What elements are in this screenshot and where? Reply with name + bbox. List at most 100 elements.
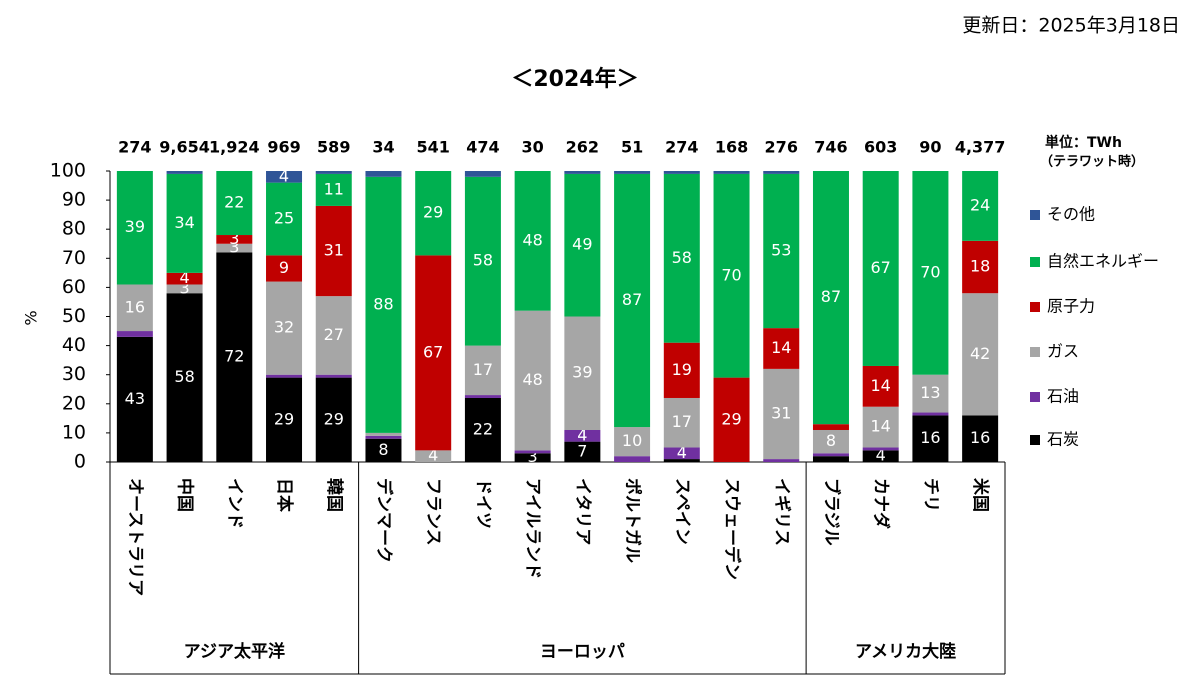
segment-label: 16 bbox=[920, 428, 940, 447]
total-label: 30 bbox=[522, 138, 544, 157]
bar-segment bbox=[614, 456, 651, 462]
segment-label: 58 bbox=[174, 367, 194, 386]
category-label: イギリス bbox=[771, 478, 791, 546]
bar-segment bbox=[116, 284, 153, 332]
segment-label: 19 bbox=[672, 360, 692, 379]
y-tick-label: 0 bbox=[74, 451, 86, 473]
segment-label: 49 bbox=[572, 235, 592, 254]
bar-segment bbox=[514, 310, 551, 451]
legend-swatch bbox=[1030, 347, 1040, 357]
bar-segment bbox=[315, 171, 352, 174]
total-label: 168 bbox=[715, 138, 748, 157]
segment-label: 29 bbox=[324, 409, 344, 428]
category-label: カナダ bbox=[871, 478, 892, 529]
segment-label: 14 bbox=[771, 338, 791, 357]
bar-segment bbox=[663, 459, 700, 462]
segment-label: 7 bbox=[577, 441, 587, 460]
segment-label: 18 bbox=[970, 257, 990, 276]
bar-segment bbox=[962, 415, 999, 462]
bar-segment bbox=[315, 173, 352, 206]
segment-label: 24 bbox=[970, 195, 990, 214]
bar-segment bbox=[564, 429, 601, 442]
total-label: 274 bbox=[118, 138, 151, 157]
y-tick-label: 30 bbox=[62, 363, 86, 385]
category-label: フランス bbox=[423, 478, 443, 546]
bar-segment bbox=[962, 293, 999, 416]
bar-segment bbox=[464, 176, 501, 346]
bar-segment bbox=[663, 447, 700, 460]
bar-segment bbox=[912, 171, 949, 375]
segment-label: 8 bbox=[378, 440, 388, 459]
total-label: 474 bbox=[466, 138, 499, 157]
segment-label: 31 bbox=[324, 241, 344, 260]
bar-segment bbox=[216, 171, 253, 236]
segment-label: 3 bbox=[229, 238, 239, 257]
bar-segment bbox=[415, 255, 452, 451]
bar-segment bbox=[514, 453, 551, 462]
segment-label: 22 bbox=[473, 419, 493, 438]
bar-segment bbox=[116, 331, 153, 337]
y-tick-label: 10 bbox=[62, 421, 86, 443]
legend-label: 原子力 bbox=[1047, 297, 1095, 316]
bar-segment bbox=[862, 450, 899, 462]
bar-segment bbox=[266, 171, 303, 183]
bar-segment bbox=[663, 397, 700, 448]
y-axis-label: % bbox=[22, 310, 41, 325]
y-tick-label: 90 bbox=[62, 189, 86, 211]
segment-label: 58 bbox=[473, 251, 493, 270]
bar-segment bbox=[713, 171, 750, 174]
segment-label: 17 bbox=[473, 360, 493, 379]
category-label: 日本 bbox=[274, 478, 295, 512]
category-label: デンマーク bbox=[373, 478, 394, 563]
bar-segment bbox=[912, 412, 949, 416]
segment-label: 72 bbox=[224, 347, 244, 366]
bar-segment bbox=[315, 205, 352, 297]
bar-segment bbox=[365, 438, 402, 462]
total-label: 276 bbox=[765, 138, 798, 157]
y-tick-label: 70 bbox=[62, 247, 86, 269]
bar-segment bbox=[166, 293, 203, 462]
segment-label: 67 bbox=[871, 258, 891, 277]
segment-label: 58 bbox=[672, 248, 692, 267]
bar-segment bbox=[365, 176, 402, 433]
bar-segment bbox=[564, 171, 601, 174]
bar-segment bbox=[514, 171, 551, 311]
segment-label: 32 bbox=[274, 318, 294, 337]
category-label: インド bbox=[224, 478, 244, 529]
total-label: 4,377 bbox=[955, 138, 1006, 157]
total-label: 34 bbox=[372, 138, 394, 157]
legend-swatch bbox=[1030, 257, 1040, 267]
segment-label: 17 bbox=[672, 412, 692, 431]
bar-segment bbox=[116, 336, 153, 462]
segment-label: 14 bbox=[871, 417, 891, 436]
segment-label: 10 bbox=[622, 431, 642, 450]
bar-segment bbox=[464, 345, 501, 396]
segment-label: 31 bbox=[771, 403, 791, 422]
segment-label: 48 bbox=[522, 230, 542, 249]
legend-swatch bbox=[1030, 392, 1040, 402]
bar-segment bbox=[315, 296, 352, 375]
segment-label: 4 bbox=[677, 443, 687, 462]
total-label: 603 bbox=[864, 138, 897, 157]
bar-segment bbox=[912, 415, 949, 462]
bar-segment bbox=[663, 342, 700, 398]
y-tick-label: 60 bbox=[62, 276, 86, 298]
total-label: 746 bbox=[814, 138, 847, 157]
segment-label: 39 bbox=[572, 363, 592, 382]
legend-label: 石油 bbox=[1047, 387, 1079, 406]
bar-segment bbox=[266, 377, 303, 462]
bar-segment bbox=[564, 441, 601, 462]
bar-segment bbox=[812, 453, 849, 457]
segment-label: 39 bbox=[125, 217, 145, 236]
y-tick-label: 80 bbox=[62, 218, 86, 240]
segment-label: 11 bbox=[324, 179, 344, 198]
segment-label: 87 bbox=[622, 290, 642, 309]
bar-segment bbox=[166, 272, 203, 285]
segment-label: 3 bbox=[229, 229, 239, 248]
segment-label: 70 bbox=[920, 262, 940, 281]
segment-label: 4 bbox=[577, 425, 587, 444]
bar-segment bbox=[166, 284, 203, 294]
segment-label: 29 bbox=[423, 203, 443, 222]
segment-label: 14 bbox=[871, 376, 891, 395]
bar-segment bbox=[763, 328, 800, 369]
